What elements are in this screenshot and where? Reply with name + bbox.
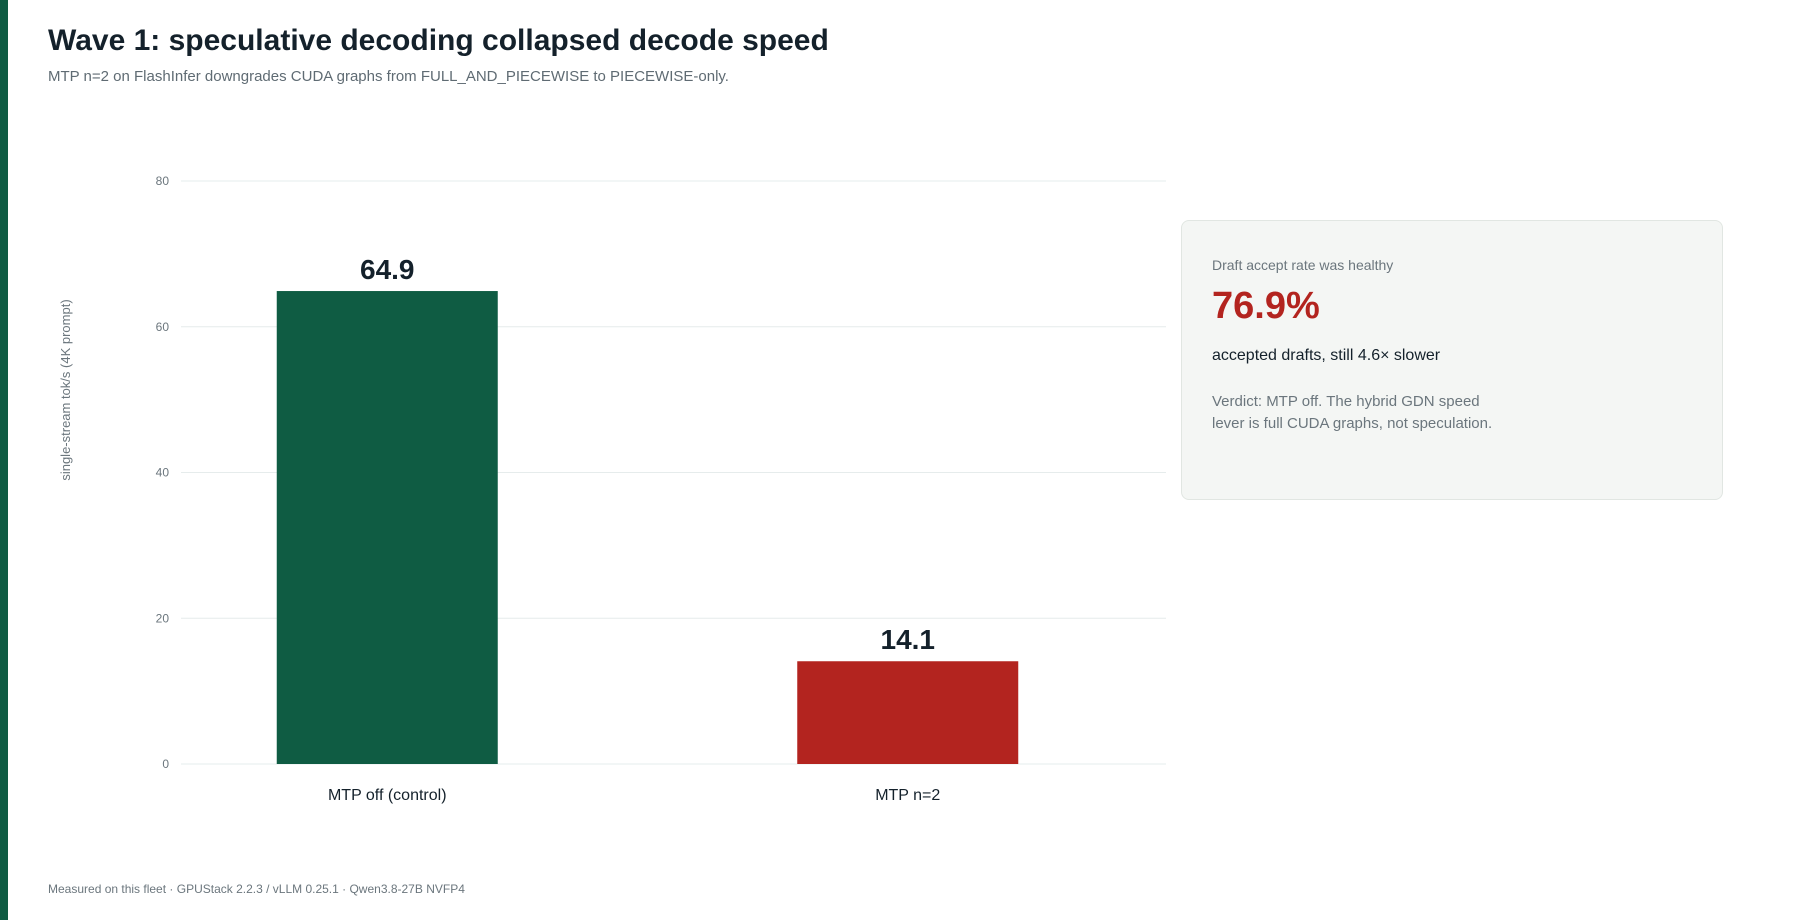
accent-bar bbox=[0, 0, 8, 920]
value-labels: 64.9 14.1 bbox=[360, 254, 935, 655]
callout-description: accepted drafts, still 4.6× slower bbox=[1212, 347, 1441, 364]
accept-rate-value: 76.9% bbox=[1212, 285, 1320, 327]
y-tick-label-80: 80 bbox=[156, 174, 170, 188]
category-labels: MTP off (control) MTP n=2 bbox=[328, 787, 940, 804]
bar-value-label-1: 64.9 bbox=[360, 254, 415, 285]
y-tick-labels: 0 20 40 60 80 bbox=[156, 174, 170, 771]
page-subtitle: MTP n=2 on FlashInfer downgrades CUDA gr… bbox=[48, 68, 729, 85]
y-tick-label-0: 0 bbox=[162, 757, 169, 771]
verdict-text: Verdict: MTP off. The hybrid GDN speed l… bbox=[1212, 393, 1493, 432]
category-label-2: MTP n=2 bbox=[875, 787, 940, 804]
y-tick-label-20: 20 bbox=[156, 611, 170, 625]
accept-rate-callout: Draft accept rate was healthy 76.9% acce… bbox=[1181, 220, 1723, 500]
bar-chart: single-stream tok/s (4K prompt) 0 20 40 60 8… bbox=[58, 174, 1166, 804]
category-label-1: MTP off (control) bbox=[328, 787, 447, 804]
page-title: Wave 1: speculative decoding collapsed d… bbox=[48, 24, 829, 57]
bars bbox=[276, 291, 1019, 764]
callout-label: Draft accept rate was healthy bbox=[1212, 257, 1394, 273]
bar-1 bbox=[276, 291, 498, 764]
bar-2 bbox=[797, 661, 1019, 764]
footer-note: Measured on this fleet · GPUStack 2.2.3 … bbox=[48, 882, 465, 896]
y-tick-label-40: 40 bbox=[156, 466, 170, 480]
y-tick-label-60: 60 bbox=[156, 320, 170, 334]
bar-value-label-2: 14.1 bbox=[881, 624, 936, 655]
y-axis-label: single-stream tok/s (4K prompt) bbox=[58, 299, 73, 480]
